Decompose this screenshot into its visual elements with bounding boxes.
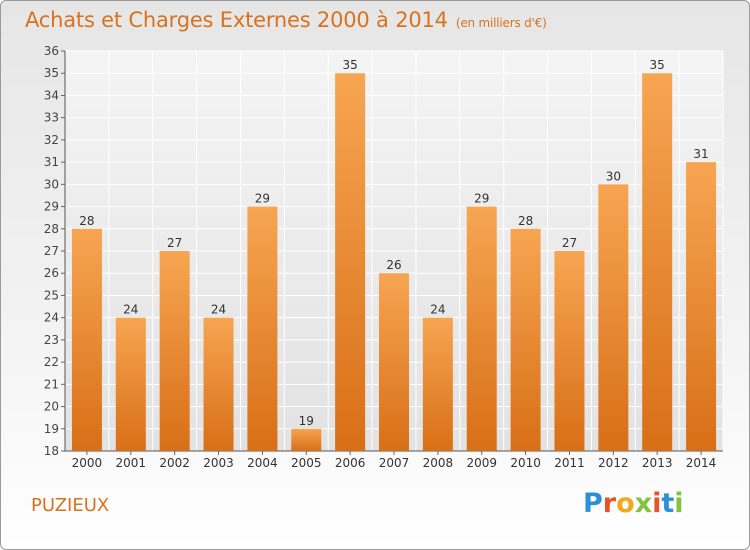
data-label: 27 (167, 236, 182, 250)
data-label: 28 (518, 214, 533, 228)
x-tick-label: 2009 (466, 456, 497, 470)
x-tick-label: 2008 (423, 456, 454, 470)
bar (291, 428, 322, 451)
y-tick-label: 28 (44, 222, 59, 236)
logo-letter: x (634, 488, 653, 519)
x-tick-label: 2002 (159, 456, 190, 470)
data-label: 28 (79, 214, 94, 228)
data-label: 35 (342, 58, 357, 72)
y-tick-label: 35 (44, 66, 59, 80)
y-tick-label: 25 (44, 288, 59, 302)
y-tick-label: 21 (44, 377, 59, 391)
y-tick-label: 24 (44, 311, 59, 325)
data-label: 30 (606, 169, 621, 183)
bar (71, 228, 102, 451)
x-tick-label: 2005 (291, 456, 322, 470)
bar (115, 317, 146, 451)
x-tick-label: 2014 (686, 456, 717, 470)
data-label: 35 (650, 58, 665, 72)
logo-letter: r (602, 488, 617, 519)
y-tick-label: 23 (44, 333, 59, 347)
bar (335, 73, 366, 451)
bar (598, 184, 629, 452)
logo-letter: i (674, 488, 684, 519)
data-label: 29 (474, 192, 489, 206)
bar (554, 251, 585, 451)
y-tick-label: 34 (44, 88, 59, 102)
y-tick-label: 20 (44, 400, 59, 414)
y-tick-label: 19 (44, 422, 59, 436)
data-label: 24 (123, 303, 138, 317)
y-tick-label: 32 (44, 133, 59, 147)
data-label: 27 (562, 236, 577, 250)
x-tick-label: 2000 (72, 456, 103, 470)
bar (510, 228, 541, 451)
logo-letter: i (652, 488, 662, 519)
chart-title-text: Achats et Charges Externes 2000 à 2014 (25, 8, 448, 32)
y-tick-label: 29 (44, 200, 59, 214)
y-tick-label: 33 (44, 111, 59, 125)
y-tick-label: 36 (44, 44, 59, 58)
bar (686, 162, 717, 451)
bar (203, 317, 234, 451)
x-tick-label: 2010 (510, 456, 541, 470)
bar (466, 206, 497, 451)
chart-title: Achats et Charges Externes 2000 à 2014 (e… (25, 8, 547, 32)
x-tick-label: 2004 (247, 456, 278, 470)
y-tick-label: 18 (44, 444, 59, 458)
y-tick-label: 22 (44, 355, 59, 369)
x-tick-label: 2006 (335, 456, 366, 470)
bar (642, 73, 673, 451)
data-label: 29 (255, 192, 270, 206)
data-label: 31 (693, 147, 708, 161)
bar (247, 206, 278, 451)
x-tick-label: 2007 (379, 456, 410, 470)
chart-subtitle: (en milliers d'€) (455, 16, 547, 30)
proxiti-logo: Proxiti (583, 488, 684, 519)
data-label: 24 (430, 303, 445, 317)
y-tick-label: 30 (44, 177, 59, 191)
y-tick-label: 27 (44, 244, 59, 258)
bar (379, 273, 409, 451)
y-tick-label: 31 (44, 155, 59, 169)
x-tick-label: 2001 (116, 456, 147, 470)
x-tick-label: 2003 (203, 456, 234, 470)
data-label: 26 (386, 258, 401, 272)
data-label: 24 (211, 303, 226, 317)
logo-letter: o (616, 488, 635, 519)
y-tick-label: 26 (44, 266, 59, 280)
logo-letter: P (583, 488, 603, 519)
logo-letter: t (661, 488, 675, 519)
x-tick-label: 2012 (598, 456, 629, 470)
bar (422, 317, 453, 451)
x-tick-label: 2013 (642, 456, 673, 470)
data-label: 19 (299, 414, 314, 428)
commune-name: PUZIEUX (31, 495, 110, 516)
x-tick-label: 2011 (554, 456, 585, 470)
bar (159, 251, 190, 451)
